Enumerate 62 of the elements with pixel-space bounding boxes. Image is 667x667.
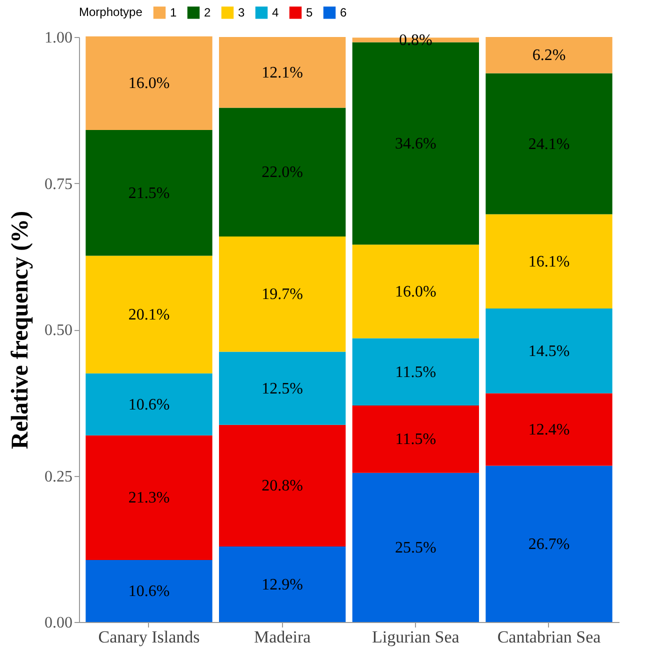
bar: [219, 546, 346, 622]
bar: [486, 393, 612, 466]
bar: [486, 466, 612, 622]
data-label: 12.4%: [528, 422, 570, 439]
bar: [86, 373, 212, 436]
bar: [219, 352, 346, 425]
y-tick-label: 0.00: [44, 614, 72, 632]
bar: [219, 108, 346, 236]
data-label: 16.0%: [128, 75, 170, 92]
data-label: 34.6%: [395, 135, 436, 152]
bar: [486, 73, 612, 214]
x-tick-label: Canary Islands: [98, 628, 200, 646]
data-label: 26.7%: [528, 536, 570, 553]
bar: [219, 236, 346, 352]
legend-label: 4: [272, 6, 279, 20]
data-label: 21.3%: [128, 490, 170, 507]
bar: [352, 338, 479, 406]
bar: [86, 560, 212, 622]
x-tick-label: Madeira: [254, 628, 312, 646]
y-tick-label: 0.50: [44, 322, 72, 339]
y-axis-title: Relative frequency (%): [8, 210, 34, 450]
data-label: 25.5%: [395, 539, 436, 556]
bar: [352, 472, 479, 622]
legend-label: 1: [170, 6, 177, 20]
data-label: 16.0%: [395, 283, 436, 300]
data-label: 6.2%: [532, 47, 566, 64]
bar: [219, 37, 346, 108]
bar: [86, 435, 212, 560]
legend-label: 2: [204, 6, 211, 20]
legend-label: 6: [340, 6, 347, 20]
legend-title: Morphotype: [79, 5, 143, 19]
bar: [352, 244, 479, 338]
data-label: 22.0%: [262, 164, 303, 182]
x-tick-label: Ligurian Sea: [372, 628, 460, 646]
bar: [219, 424, 346, 547]
data-label: 12.1%: [262, 64, 303, 82]
bar: [86, 36, 212, 130]
data-label: 12.9%: [262, 576, 303, 594]
data-label: 20.1%: [128, 306, 170, 324]
bar: [486, 37, 612, 74]
x-tick-label: Cantabrian Sea: [497, 628, 602, 646]
bar: [352, 406, 479, 473]
bar: [486, 308, 612, 394]
data-label: 11.5%: [395, 364, 436, 381]
data-label: 21.5%: [128, 184, 170, 202]
data-label: 20.8%: [262, 478, 303, 495]
bar: [86, 256, 212, 374]
data-label: 11.5%: [395, 431, 436, 448]
data-label: 10.6%: [128, 582, 170, 600]
data-label: 12.5%: [262, 380, 303, 398]
data-label: 10.6%: [128, 396, 170, 414]
data-label: 16.1%: [528, 253, 570, 270]
y-tick-label: 1.00: [44, 30, 72, 46]
y-tick-label: 0.25: [44, 468, 72, 486]
bar: [486, 214, 612, 308]
data-label: 24.1%: [528, 136, 570, 153]
data-label: 19.7%: [262, 286, 303, 304]
bar: [86, 130, 212, 256]
data-label: 14.5%: [528, 342, 570, 360]
y-tick-label: 0.75: [44, 176, 72, 193]
legend-label: 5: [306, 6, 313, 20]
legend-label: 3: [238, 6, 245, 20]
